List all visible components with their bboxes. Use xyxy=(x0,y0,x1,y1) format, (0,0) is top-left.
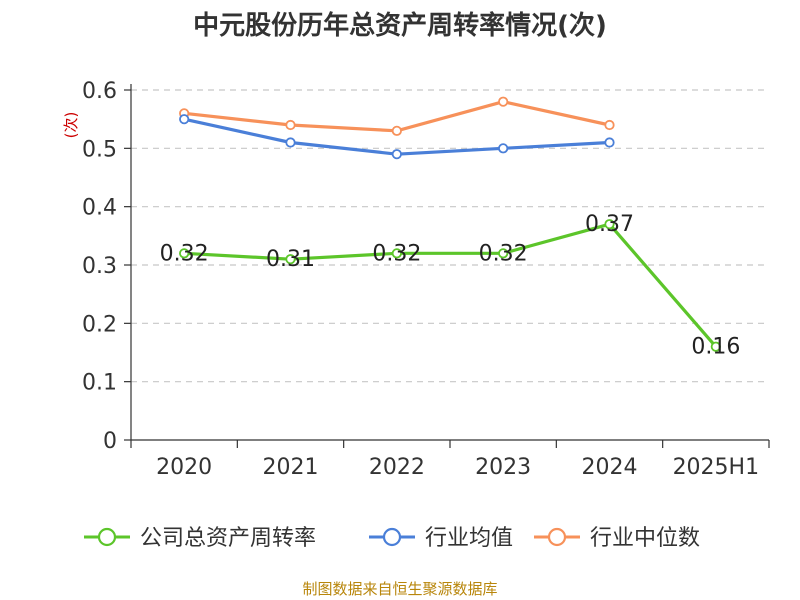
data-point xyxy=(604,119,615,131)
y-tick-label: 0.5 xyxy=(82,137,117,162)
data-point xyxy=(604,137,615,148)
data-label: 0.32 xyxy=(372,241,421,266)
data-point xyxy=(498,143,509,154)
series-lines xyxy=(179,96,721,352)
source-note: 制图数据来自恒生聚源数据库 xyxy=(302,580,497,598)
data-label: 0.32 xyxy=(160,241,209,266)
legend: 公司总资产周转率 行业均值 行业中位数 xyxy=(84,526,700,551)
x-tick-label: 2023 xyxy=(475,455,531,480)
data-point xyxy=(179,114,190,125)
data-point xyxy=(391,248,402,259)
x-tick-label: 2020 xyxy=(156,455,212,480)
legend-label: 行业中位数 xyxy=(590,526,700,551)
data-point xyxy=(498,248,509,259)
legend-swatch-marker xyxy=(382,527,402,547)
data-labels: 0.32 0.31 0.32 0.32 0.37 0.16 xyxy=(160,212,741,359)
y-tick-label: 0.1 xyxy=(82,371,117,396)
legend-label: 公司总资产周转率 xyxy=(140,526,316,551)
data-label: 0.31 xyxy=(266,247,315,272)
grid-lines xyxy=(131,89,769,383)
data-point xyxy=(285,254,296,265)
x-tick-label: 2021 xyxy=(263,455,319,480)
data-point xyxy=(179,248,190,259)
data-point xyxy=(391,149,402,160)
data-point xyxy=(710,341,721,352)
y-tick-label: 0.3 xyxy=(82,254,117,279)
data-point xyxy=(498,96,509,107)
x-tick-label: 2025H1 xyxy=(673,455,760,480)
y-tick-label: 0 xyxy=(103,429,117,454)
legend-swatch-marker xyxy=(547,527,567,547)
x-tick-label: 2024 xyxy=(582,455,638,480)
data-point xyxy=(391,125,402,136)
axes: 0 0.1 0.2 0.3 0.4 0.5 0.6 2020 2021 2022 2023 2024 2… xyxy=(82,79,770,480)
data-point xyxy=(604,219,615,230)
series-line-0 xyxy=(184,222,718,348)
data-point xyxy=(285,137,296,148)
y-axis-unit-label: (次) xyxy=(62,112,80,139)
y-tick-label: 0.4 xyxy=(82,196,117,221)
x-tick-label: 2022 xyxy=(369,455,425,480)
data-label: 0.32 xyxy=(479,241,528,266)
y-tick-label: 0.2 xyxy=(82,312,117,337)
data-point xyxy=(285,119,296,131)
y-tick-label: 0.6 xyxy=(82,79,117,104)
legend-swatch-marker xyxy=(97,527,117,547)
data-label: 0.37 xyxy=(585,212,634,237)
legend-label: 行业均值 xyxy=(425,526,513,551)
data-label: 0.16 xyxy=(691,335,740,360)
chart-title: 中元股份历年总资产周转率情况(次) xyxy=(193,10,607,41)
